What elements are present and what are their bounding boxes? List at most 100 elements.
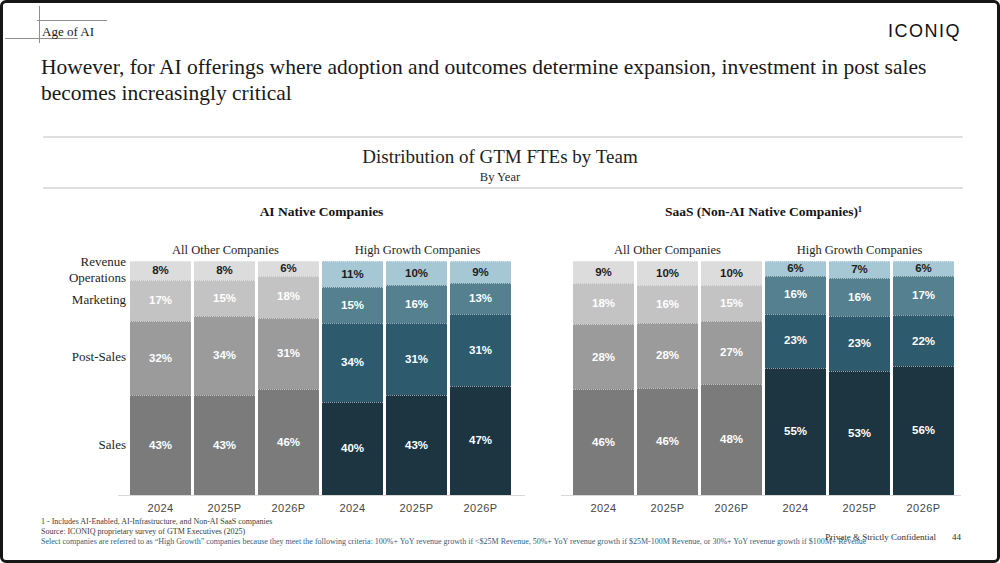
bar-segment-value: 53%: [848, 428, 871, 440]
bar-chart-ai-native: 8%17%32%43%20248%15%34%43%2025P6%18%31%4…: [130, 261, 511, 514]
bar-segment-value: 22%: [912, 336, 935, 348]
group-label-all-other-right: All Other Companies: [573, 243, 762, 258]
bar-column: 11%15%34%40% 2024: [322, 261, 383, 514]
bar-chart-saas: 9%18%28%46%202410%16%28%46%2025P10%15%27…: [573, 261, 954, 514]
bar-segment-value: 23%: [784, 335, 807, 347]
bar-segment-value: 18%: [277, 291, 300, 303]
bar-segment: 27%: [701, 321, 762, 384]
bar-column: 6%17%22%56%2026P: [893, 261, 954, 514]
bar-segment-value: 17%: [912, 290, 935, 302]
bar-column: 7%16%23%53%2025P: [829, 261, 890, 514]
bar-segment-value: 43%: [149, 440, 172, 452]
bar-segment: 43%: [386, 395, 447, 495]
bar-stack: 8%15%34%43%: [194, 261, 255, 495]
bar-segment-value: 16%: [784, 289, 807, 301]
bar-segment: 46%: [258, 389, 319, 495]
bar-segment: 18%: [573, 283, 634, 325]
bar-segment-value: 28%: [656, 350, 679, 362]
bar-segment: 48%: [701, 384, 762, 495]
x-axis-year-label: 2024: [322, 502, 383, 514]
bar-segment: 15%: [701, 285, 762, 321]
footnote-definition: 1 - Includes AI-Enabled, AI-Infrastructu…: [41, 517, 866, 527]
bar-segment-value: 27%: [720, 347, 743, 359]
x-axis-year-label: 2025P: [637, 502, 698, 514]
row-label-revenue-operations: Revenue Operations: [21, 254, 126, 287]
bar-segment-value: 8%: [152, 265, 169, 277]
x-axis-line-right: [561, 495, 961, 496]
chart-subtitle: By Year: [3, 170, 997, 185]
slide-headline: However, for AI offerings where adoption…: [41, 55, 971, 107]
bar-segment: 13%: [450, 283, 511, 314]
bar-segment: 23%: [829, 316, 890, 370]
bar-segment-value: 11%: [341, 269, 363, 281]
bar-segment-value: 10%: [405, 268, 428, 280]
bar-segment-value: 6%: [280, 263, 297, 275]
bar-segment: 43%: [194, 395, 255, 495]
bar-segment-value: 6%: [915, 263, 932, 275]
bar-segment-value: 28%: [592, 352, 615, 364]
bar-column: 10%16%28%46%2025P: [637, 261, 698, 514]
section-eyebrow: Age of AI: [42, 24, 94, 40]
bar-segment: 17%: [893, 276, 954, 316]
bar-segment-value: 46%: [277, 437, 300, 449]
footnote-criteria: Select companies are referred to as “Hig…: [41, 537, 866, 547]
bar-segment: 22%: [893, 315, 954, 366]
bar-segment: 6%: [893, 261, 954, 276]
bar-segment: 40%: [322, 402, 383, 495]
bar-segment: 10%: [386, 261, 447, 285]
bar-segment: 17%: [130, 280, 191, 320]
bar-segment: 23%: [765, 314, 826, 368]
bar-stack: 10%16%28%46%: [637, 261, 698, 495]
bar-segment: 16%: [386, 285, 447, 323]
bar-segment: 34%: [194, 316, 255, 395]
confidentiality-label: Private & Strictly Confidential: [825, 532, 936, 542]
row-label-post-sales: Post-Sales: [21, 349, 126, 365]
x-axis-year-label: 2024: [765, 502, 826, 514]
bar-segment: 8%: [194, 261, 255, 280]
bar-segment-value: 9%: [472, 267, 489, 279]
x-axis-year-label: 2026P: [258, 502, 319, 514]
row-label-sales: Sales: [21, 437, 126, 453]
bar-stack: 8% 17%32% 43%: [130, 261, 191, 495]
separator-line-top: [43, 136, 963, 138]
separator-line-bottom: [43, 187, 963, 189]
bar-segment-value: 48%: [720, 434, 743, 446]
headline-line-2: becomes increasingly critical: [41, 81, 971, 107]
bar-column: 8%17%32%43%2024: [130, 261, 191, 514]
bar-stack: 9%13%31%47%: [450, 261, 511, 495]
bar-segment-value: 18%: [592, 298, 615, 310]
bar-stack: 9% 18% 28% 46%: [573, 261, 634, 495]
bar-segment-value: 46%: [592, 437, 615, 449]
bar-segment-value: 16%: [656, 299, 679, 311]
bar-segment: 46%: [637, 388, 698, 495]
footnote-source: Source: ICONIQ proprietary survey of GTM…: [41, 527, 866, 537]
chart-title: Distribution of GTM FTEs by Team: [3, 146, 997, 168]
bar-segment-value: 9%: [595, 267, 612, 279]
bar-stack: 10%16%31%43%: [386, 261, 447, 495]
bar-segment: 16%: [829, 278, 890, 316]
x-axis-year-label: 2025P: [194, 502, 255, 514]
bar-segment: 18%: [258, 276, 319, 318]
bar-segment-value: 31%: [469, 345, 492, 357]
bar-segment: 53%: [829, 371, 890, 495]
bar-segment: 28%: [573, 324, 634, 389]
bar-segment-value: 15%: [720, 298, 743, 310]
bar-column: 9%18%28%46%2024: [573, 261, 634, 514]
bar-column: 8%15%34%43%2025P: [194, 261, 255, 514]
bar-segment: 16%: [765, 276, 826, 314]
bar-segment-value: 43%: [213, 440, 236, 452]
footer-right: Private & Strictly Confidential 44: [825, 532, 961, 542]
bar-column: 9%13%31%47%2026P: [450, 261, 511, 514]
bar-segment: 32%: [130, 321, 191, 396]
bar-segment: 31%: [450, 314, 511, 386]
bar-segment: 34%: [322, 323, 383, 402]
bar-segment: 16%: [637, 285, 698, 323]
bar-stack: 11%15%34%40%: [322, 261, 383, 495]
panel-title-ai-native: AI Native Companies: [131, 204, 512, 220]
x-axis-year-label: 2026P: [450, 502, 511, 514]
bar-segment-value: 56%: [912, 425, 935, 437]
bar-segment: 46%: [573, 389, 634, 495]
bar-stack: 6% 17% 22% 56%: [893, 261, 954, 495]
bar-segment-value: 8%: [216, 265, 233, 277]
slide: Age of AI ICONIQ However, for AI offerin…: [0, 0, 1000, 563]
